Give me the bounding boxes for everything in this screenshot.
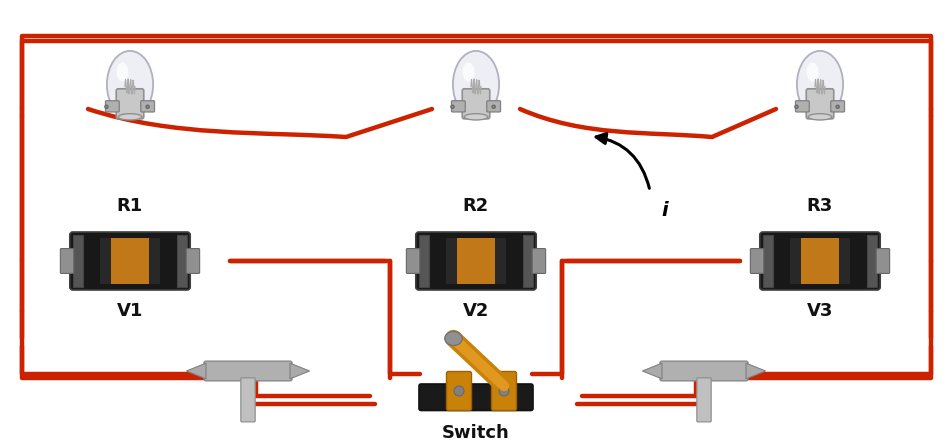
Bar <box>177 235 187 287</box>
FancyBboxPatch shape <box>795 101 808 112</box>
Polygon shape <box>745 363 764 379</box>
FancyBboxPatch shape <box>406 248 420 273</box>
Polygon shape <box>289 363 309 379</box>
Ellipse shape <box>452 51 499 118</box>
Bar <box>100 238 160 284</box>
Ellipse shape <box>462 62 474 81</box>
FancyBboxPatch shape <box>106 101 119 112</box>
Polygon shape <box>187 363 206 379</box>
FancyBboxPatch shape <box>749 248 763 273</box>
FancyBboxPatch shape <box>141 101 154 112</box>
FancyBboxPatch shape <box>204 361 291 381</box>
Circle shape <box>146 105 149 108</box>
Text: V1: V1 <box>117 302 143 320</box>
Bar <box>789 238 801 284</box>
Bar <box>494 238 506 284</box>
Text: Switch: Switch <box>442 424 509 442</box>
FancyBboxPatch shape <box>696 378 710 422</box>
Circle shape <box>450 105 454 108</box>
FancyBboxPatch shape <box>116 89 144 119</box>
Circle shape <box>794 105 798 108</box>
FancyBboxPatch shape <box>186 248 199 273</box>
Ellipse shape <box>107 51 153 118</box>
FancyBboxPatch shape <box>60 248 73 273</box>
Circle shape <box>499 386 508 396</box>
FancyBboxPatch shape <box>69 232 190 290</box>
Text: R1: R1 <box>117 197 143 215</box>
Ellipse shape <box>118 114 142 120</box>
Circle shape <box>835 105 839 108</box>
Circle shape <box>453 386 464 396</box>
Bar <box>838 238 849 284</box>
FancyBboxPatch shape <box>531 248 545 273</box>
FancyBboxPatch shape <box>805 89 833 119</box>
Bar <box>418 235 428 287</box>
FancyBboxPatch shape <box>759 232 880 290</box>
Text: V2: V2 <box>463 302 488 320</box>
Text: R3: R3 <box>806 197 832 215</box>
Ellipse shape <box>116 62 129 81</box>
FancyBboxPatch shape <box>830 101 843 112</box>
Ellipse shape <box>464 114 487 120</box>
Bar <box>866 235 876 287</box>
Text: V3: V3 <box>806 302 832 320</box>
Text: R2: R2 <box>463 197 488 215</box>
FancyBboxPatch shape <box>415 232 536 290</box>
Bar <box>149 238 160 284</box>
Ellipse shape <box>805 62 818 81</box>
Ellipse shape <box>807 114 831 120</box>
FancyBboxPatch shape <box>491 372 516 410</box>
Bar <box>100 238 111 284</box>
Circle shape <box>105 105 108 108</box>
FancyBboxPatch shape <box>462 89 489 119</box>
FancyBboxPatch shape <box>451 101 465 112</box>
FancyBboxPatch shape <box>446 372 471 410</box>
FancyBboxPatch shape <box>486 101 500 112</box>
Circle shape <box>491 105 495 108</box>
Polygon shape <box>642 363 662 379</box>
Bar <box>446 238 457 284</box>
Bar <box>523 235 532 287</box>
FancyBboxPatch shape <box>660 361 747 381</box>
Bar <box>762 235 772 287</box>
Bar <box>446 238 506 284</box>
FancyBboxPatch shape <box>419 384 532 410</box>
Bar <box>789 238 849 284</box>
Text: i: i <box>661 202 667 220</box>
Bar <box>72 235 83 287</box>
Ellipse shape <box>796 51 843 118</box>
FancyBboxPatch shape <box>875 248 889 273</box>
FancyBboxPatch shape <box>241 378 255 422</box>
Ellipse shape <box>445 331 462 346</box>
